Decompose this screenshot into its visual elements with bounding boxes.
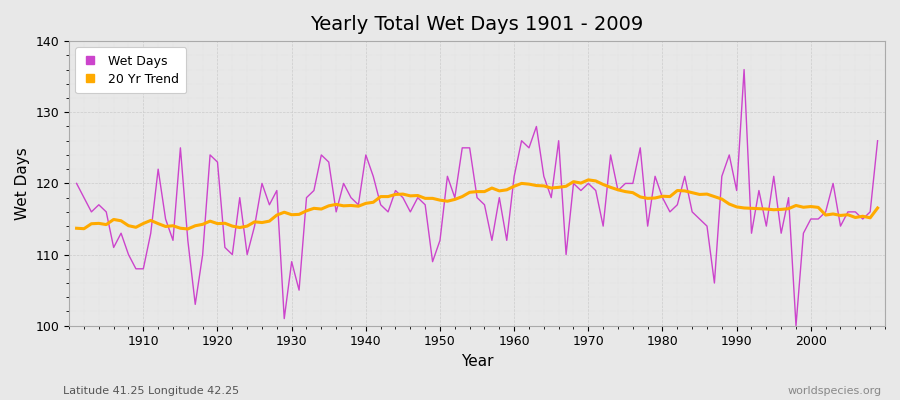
20 Yr Trend <box>872 206 883 210</box>
Wet Days <box>338 181 349 186</box>
Wet Days <box>598 224 608 228</box>
Title: Yearly Total Wet Days 1901 - 2009: Yearly Total Wet Days 1901 - 2009 <box>310 15 644 34</box>
Wet Days <box>790 323 801 328</box>
Text: Latitude 41.25 Longitude 42.25: Latitude 41.25 Longitude 42.25 <box>63 386 239 396</box>
20 Yr Trend <box>613 188 624 192</box>
Text: worldspecies.org: worldspecies.org <box>788 386 882 396</box>
Wet Days <box>501 238 512 243</box>
20 Yr Trend <box>583 178 594 182</box>
X-axis label: Year: Year <box>461 354 493 369</box>
Line: 20 Yr Trend: 20 Yr Trend <box>76 180 878 229</box>
Wet Days <box>872 138 883 143</box>
20 Yr Trend <box>130 225 141 230</box>
20 Yr Trend <box>508 184 519 189</box>
Wet Days <box>71 181 82 186</box>
Line: Wet Days: Wet Days <box>76 70 878 326</box>
20 Yr Trend <box>183 226 194 231</box>
20 Yr Trend <box>346 203 356 208</box>
Wet Days <box>739 67 750 72</box>
20 Yr Trend <box>71 226 82 231</box>
20 Yr Trend <box>517 181 527 186</box>
Wet Days <box>293 288 304 292</box>
Legend: Wet Days, 20 Yr Trend: Wet Days, 20 Yr Trend <box>76 47 186 93</box>
Y-axis label: Wet Days: Wet Days <box>15 147 30 220</box>
Wet Days <box>130 266 141 271</box>
20 Yr Trend <box>302 208 312 213</box>
Wet Days <box>508 174 519 179</box>
